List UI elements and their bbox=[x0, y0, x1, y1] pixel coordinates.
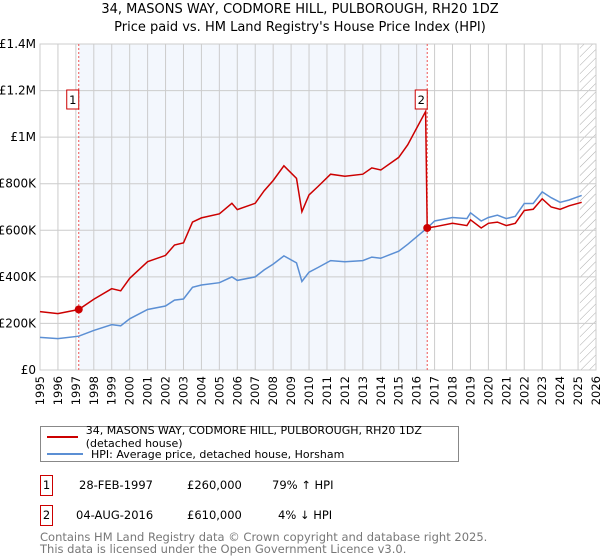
sale-price: £610,000 bbox=[187, 508, 242, 522]
x-tick-label: 2017 bbox=[428, 376, 442, 405]
chart-title: 34, MASONS WAY, CODMORE HILL, PULBOROUGH… bbox=[101, 2, 499, 17]
x-tick-label: 2001 bbox=[141, 376, 155, 405]
sale-badge: 2 bbox=[40, 505, 53, 526]
footer: Contains HM Land Registry data © Crown c… bbox=[40, 531, 487, 555]
sale-row: 1 28-FEB-1997 £260,000 79% ↑ HPI bbox=[40, 475, 440, 496]
x-tick-label: 2012 bbox=[338, 376, 352, 405]
y-tick-label: £800K bbox=[0, 177, 37, 191]
sale-label-box bbox=[66, 89, 80, 110]
sale-label-text: 1 bbox=[69, 93, 76, 107]
x-tick-label: 2011 bbox=[320, 376, 334, 405]
x-tick-label: 2007 bbox=[248, 376, 262, 405]
legend-swatch-blue bbox=[47, 453, 83, 455]
x-tick-label: 2008 bbox=[266, 376, 280, 405]
x-tick-label: 1997 bbox=[69, 376, 83, 405]
x-tick-label: 1999 bbox=[105, 376, 119, 405]
x-tick-label: 2003 bbox=[176, 376, 190, 405]
chart-subtitle: Price paid vs. HM Land Registry's House … bbox=[114, 20, 486, 35]
y-tick-label: £1.2M bbox=[0, 84, 36, 98]
forecast-hatch bbox=[579, 44, 596, 370]
x-tick-label: 2024 bbox=[553, 376, 567, 405]
x-tick-label: 2022 bbox=[517, 376, 531, 405]
legend: 34, MASONS WAY, CODMORE HILL, PULBOROUGH… bbox=[40, 424, 459, 462]
legend-label: HPI: Average price, detached house, Hors… bbox=[91, 447, 345, 461]
sale-price: £260,000 bbox=[187, 478, 242, 492]
y-tick-label: £200K bbox=[0, 316, 37, 330]
x-tick-label: 2019 bbox=[463, 376, 477, 405]
sale-date: 28-FEB-1997 bbox=[79, 478, 153, 492]
x-tick-label: 2010 bbox=[302, 376, 316, 405]
sale-point bbox=[74, 305, 83, 314]
x-tick-label: 1998 bbox=[87, 376, 101, 405]
x-tick-label: 2009 bbox=[284, 376, 298, 405]
legend-item-hpi: HPI: Average price, detached house, Hors… bbox=[47, 447, 344, 461]
x-tick-label: 2025 bbox=[571, 376, 585, 405]
sale-label-box bbox=[414, 89, 428, 110]
x-tick-label: 1995 bbox=[33, 376, 47, 405]
legend-label: 34, MASONS WAY, CODMORE HILL, PULBOROUGH… bbox=[85, 424, 422, 450]
x-tick-label: 2004 bbox=[194, 376, 208, 405]
y-tick-label: £600K bbox=[0, 223, 37, 237]
x-tick-label: 2016 bbox=[410, 376, 424, 405]
x-tick-label: 2000 bbox=[123, 376, 137, 405]
x-tick-label: 1996 bbox=[51, 376, 65, 405]
x-tick-label: 2026 bbox=[589, 376, 600, 405]
sale-label-text: 2 bbox=[418, 93, 425, 107]
x-tick-label: 2002 bbox=[159, 376, 173, 405]
ownership-shade bbox=[78, 44, 428, 370]
legend-item-property: 34, MASONS WAY, CODMORE HILL, PULBOROUGH… bbox=[47, 424, 458, 450]
x-tick-label: 2023 bbox=[535, 376, 549, 405]
y-tick-label: £400K bbox=[0, 270, 37, 284]
price-chart: 1995 1996 1997 1998 1999 2000 2001 2002 2003 2004… bbox=[0, 37, 600, 405]
x-tick-label: 2018 bbox=[446, 376, 460, 405]
footer-line: This data is licensed under the Open Gov… bbox=[40, 542, 407, 556]
property-price-line bbox=[39, 108, 582, 315]
y-tick-label: £0 bbox=[21, 363, 36, 377]
sale-badge: 1 bbox=[40, 475, 53, 496]
sale-hpi: 4% ↓ HPI bbox=[278, 508, 333, 522]
y-tick-label: £1M bbox=[10, 130, 36, 144]
x-tick-label: 2006 bbox=[230, 376, 244, 405]
sale-point bbox=[423, 223, 432, 232]
x-tick-label: 2005 bbox=[212, 376, 226, 405]
sale-row: 2 04-AUG-2016 £610,000 4% ↓ HPI bbox=[40, 505, 440, 526]
x-tick-label: 2014 bbox=[374, 376, 388, 405]
x-tick-label: 2013 bbox=[356, 376, 370, 405]
legend-swatch-red bbox=[47, 436, 78, 438]
sale-hpi: 79% ↑ HPI bbox=[272, 478, 334, 492]
hpi-line bbox=[39, 190, 582, 340]
x-tick-label: 2015 bbox=[392, 376, 406, 405]
footer-line: Contains HM Land Registry data © Crown c… bbox=[40, 530, 488, 544]
sale-date: 04-AUG-2016 bbox=[76, 508, 154, 522]
y-tick-label: £1.4M bbox=[0, 37, 36, 51]
x-tick-label: 2021 bbox=[499, 376, 513, 405]
x-tick-label: 2020 bbox=[481, 376, 495, 405]
